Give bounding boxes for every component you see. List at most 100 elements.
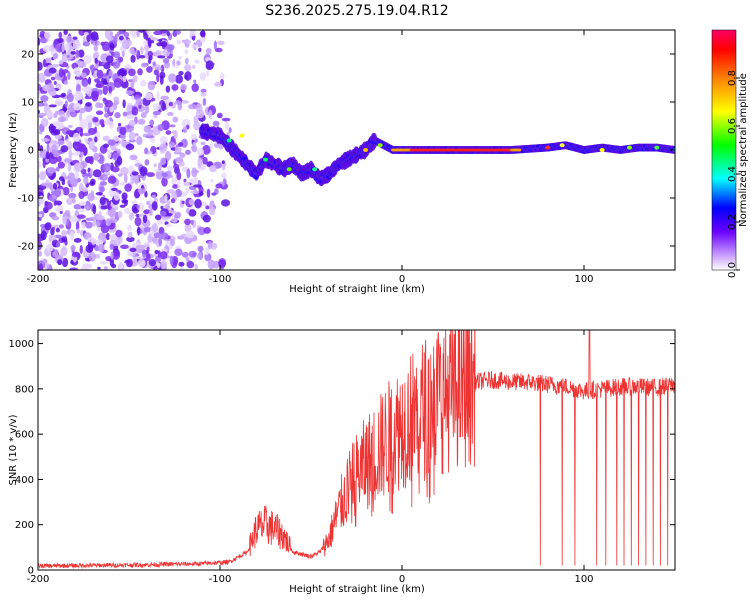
spectral-blob (159, 74, 164, 85)
spectral-blob (62, 186, 70, 196)
spectral-blob (184, 38, 190, 48)
spectral-blob (70, 259, 74, 265)
spectral-blob (113, 77, 123, 88)
spectral-blob (40, 95, 49, 103)
spectral-blob (184, 218, 192, 226)
spectral-blob (180, 84, 187, 91)
spectral-blob (139, 166, 148, 177)
spectral-blob (74, 171, 79, 180)
spectral-blob (124, 183, 132, 192)
spectral-blob (205, 60, 214, 71)
spectral-blob (122, 75, 127, 83)
spectral-blob (90, 64, 95, 73)
spectral-blob (95, 102, 102, 109)
spectrogram-ytick-label: 10 (21, 98, 34, 109)
spectral-blob (75, 50, 80, 59)
spectral-blob (51, 227, 56, 231)
spectral-blob (121, 192, 128, 200)
spectral-blob (181, 200, 185, 205)
snr-ytick-label: 1000 (9, 339, 34, 350)
spectral-blob (206, 188, 211, 198)
spectral-blob (38, 142, 41, 151)
spectral-blob (111, 166, 120, 173)
spectral-blob (78, 201, 87, 206)
spectral-blob (142, 214, 148, 224)
spectral-blob (128, 119, 136, 127)
spectral-blob (123, 32, 130, 38)
spectral-blob (193, 121, 201, 131)
spectral-blob (221, 160, 225, 165)
spectral-blob (174, 157, 184, 164)
spectral-blob (137, 245, 145, 250)
ridge-hotspot (363, 148, 369, 152)
spectral-blob (128, 212, 135, 220)
spectral-blob (102, 163, 111, 173)
spectral-blob (175, 74, 184, 84)
spectral-blob (83, 151, 87, 157)
spectral-blob (197, 226, 206, 236)
spectral-blob (134, 159, 141, 164)
spectral-blob (68, 149, 73, 160)
spectral-blob (144, 241, 151, 245)
spectral-blob (47, 109, 53, 119)
spectral-blob (49, 156, 58, 165)
spectral-blob (137, 68, 143, 76)
spectral-blob (52, 182, 58, 190)
spectral-blob (54, 110, 64, 115)
spectral-blob (38, 263, 44, 270)
spectral-blob (175, 211, 182, 218)
spectral-blob (115, 229, 123, 238)
colorbar-ticks: 0.0 0.2 0.4 0.6 0.8 (727, 70, 740, 278)
spectral-blob (44, 222, 52, 231)
colorbar: 0.0 0.2 0.4 0.6 0.8 Normalized spectral ampl… (711, 29, 749, 278)
spectral-blob (54, 207, 59, 212)
spectral-blob (176, 171, 182, 181)
spectral-blob (67, 71, 71, 80)
spectral-blob (137, 202, 145, 212)
spectral-blob (69, 230, 75, 241)
spectral-blob (42, 159, 46, 169)
spectral-blob (138, 30, 145, 33)
spectral-blob (70, 180, 78, 187)
spectral-blob (96, 220, 101, 227)
spectral-blob (38, 37, 41, 46)
spectral-blob (147, 58, 152, 65)
spectral-blob (156, 91, 160, 101)
spectral-blob (202, 98, 207, 106)
spectral-blob (65, 130, 75, 135)
spectral-blob (199, 71, 207, 81)
spectral-blob (38, 102, 45, 107)
spectral-blob (50, 76, 56, 81)
spectral-blob (198, 47, 202, 52)
ridge-hotspot (559, 143, 565, 148)
spectral-blob (171, 177, 178, 186)
spectral-blob (61, 43, 65, 53)
spectral-blob (141, 62, 148, 68)
spectral-blob (172, 184, 179, 189)
spectral-blob (122, 111, 128, 117)
spectral-blob (191, 83, 200, 93)
spectral-blob (53, 152, 60, 158)
spectral-blob (189, 30, 196, 37)
spectral-blob (96, 215, 105, 221)
spectral-blob (148, 259, 157, 267)
spectral-blob (165, 85, 171, 93)
spectral-blob (157, 55, 166, 59)
spectral-blob (38, 72, 46, 83)
spectral-blob (177, 179, 181, 190)
spectral-blob (85, 114, 95, 124)
spectral-blob (197, 252, 203, 260)
spectral-blob (117, 210, 123, 219)
ridge-hotspot (627, 145, 632, 150)
spectral-blob (104, 113, 110, 118)
spectral-blob (166, 44, 173, 53)
spectral-blob (81, 221, 87, 229)
spectral-blob (121, 50, 125, 58)
spectral-blob (61, 235, 68, 243)
spectral-blob (131, 106, 139, 116)
ridge-peak (517, 148, 522, 152)
spectral-blob (136, 255, 144, 260)
spectral-blob (45, 151, 50, 160)
